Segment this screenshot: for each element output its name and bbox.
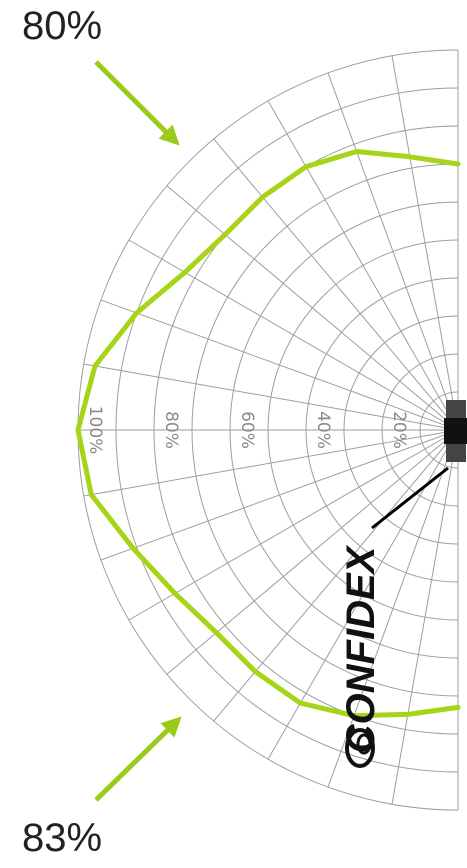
arrow-bottom-icon bbox=[94, 716, 182, 802]
grid-spoke bbox=[128, 239, 459, 431]
tick-label: 60% bbox=[237, 411, 257, 449]
logo-leader-line bbox=[371, 466, 449, 530]
pattern-point bbox=[353, 714, 355, 717]
grid-spoke bbox=[391, 429, 459, 805]
pattern-point bbox=[224, 233, 226, 236]
pattern-point bbox=[355, 150, 358, 153]
tick-label: 100% bbox=[85, 406, 105, 455]
pattern-point bbox=[457, 706, 459, 709]
brand-logo-mark-inner bbox=[356, 733, 372, 755]
pattern-point bbox=[261, 196, 264, 198]
grid-spoke bbox=[213, 138, 459, 431]
pattern-point bbox=[409, 156, 411, 158]
pattern-point bbox=[77, 429, 79, 431]
grid-spoke bbox=[83, 363, 459, 431]
grid-spoke bbox=[166, 185, 459, 431]
pattern-point bbox=[254, 670, 257, 673]
tick-label: 20% bbox=[389, 411, 409, 449]
annotation-bottom: 83% bbox=[22, 816, 103, 860]
antenna-core bbox=[444, 418, 467, 444]
grid-spoke bbox=[128, 429, 459, 621]
pattern-point bbox=[90, 493, 93, 496]
pattern-point bbox=[407, 713, 409, 716]
pattern-point bbox=[299, 702, 302, 704]
pattern-point bbox=[94, 365, 96, 367]
grid-spoke bbox=[391, 55, 459, 431]
pattern-point bbox=[132, 547, 134, 550]
pattern-point bbox=[184, 271, 186, 274]
grid-spoke bbox=[100, 299, 459, 431]
grid-spoke bbox=[100, 429, 459, 561]
grid-spoke bbox=[213, 429, 459, 722]
pattern-point bbox=[174, 592, 176, 595]
grid-spoke bbox=[267, 100, 459, 431]
tick-label: 80% bbox=[161, 411, 181, 449]
grid-spoke bbox=[166, 429, 459, 675]
pattern-point bbox=[457, 163, 459, 165]
pattern-point bbox=[135, 312, 138, 314]
pattern-point bbox=[215, 631, 218, 634]
brand-logo-mark bbox=[345, 728, 375, 768]
grid-spoke bbox=[327, 72, 459, 431]
arrow-top-icon bbox=[94, 60, 180, 146]
brand-logo-text: CONFIDEX bbox=[339, 544, 383, 753]
grid-spoke bbox=[83, 429, 459, 497]
annotation-top: 80% bbox=[22, 4, 103, 48]
grid-spoke bbox=[327, 429, 459, 788]
pattern-point bbox=[305, 165, 307, 168]
tick-label: 40% bbox=[313, 411, 333, 449]
